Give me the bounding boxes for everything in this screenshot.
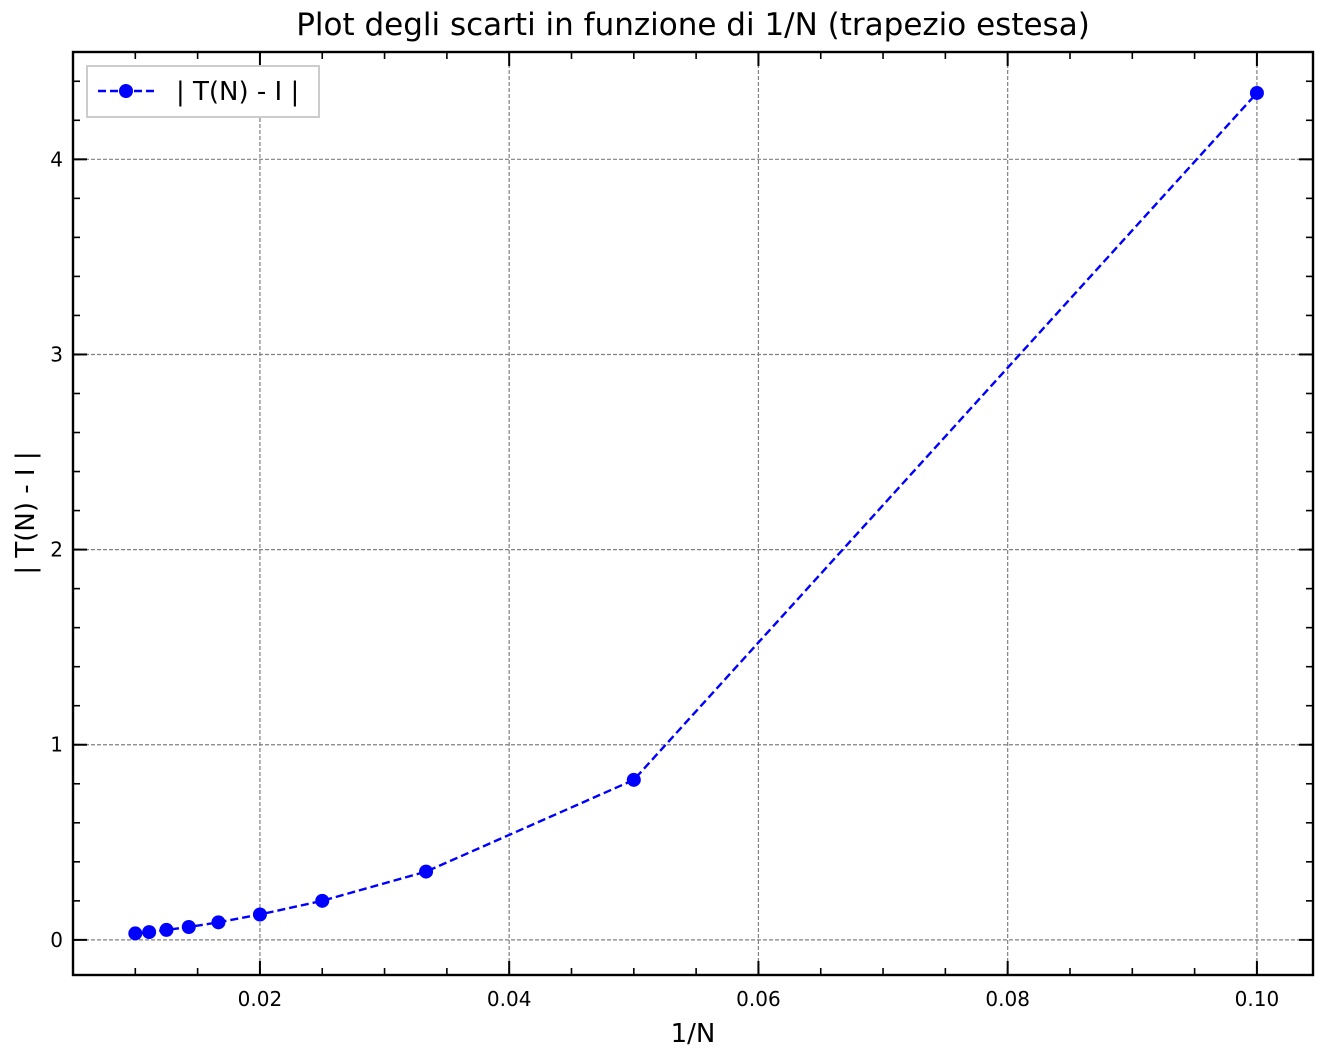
x-axis-label: 1/N (671, 1019, 716, 1049)
x-tick-label: 0.06 (736, 987, 781, 1011)
y-axis-label: | T(N) - I | (11, 451, 41, 574)
grid (73, 52, 1313, 975)
plot-frame (71, 50, 1315, 977)
y-tick-label: 0 (50, 928, 63, 952)
data-point (211, 915, 226, 930)
tick-labels-layer: 0.02 0.04 0.06 0.08 0.10 0 1 2 3 4 (50, 147, 1279, 1011)
x-tick-label: 0.10 (1235, 987, 1280, 1011)
y-tick-label: 1 (50, 733, 63, 757)
data-point (181, 919, 196, 934)
data-point (315, 893, 330, 908)
data-point (419, 864, 434, 879)
chart-title: Plot degli scarti in funzione di 1/N (tr… (296, 7, 1090, 43)
y-tick-label: 3 (50, 342, 63, 366)
y-tick-label: 2 (50, 538, 63, 562)
legend: | T(N) - I | (86, 65, 320, 118)
ticks-layer (72, 52, 1313, 975)
y-tick-label: 4 (50, 147, 63, 171)
data-point (252, 907, 267, 922)
series-layer (128, 85, 1264, 941)
x-tick-label: 0.02 (238, 987, 283, 1011)
x-tick-label: 0.04 (487, 987, 532, 1011)
series-line (135, 92, 1258, 935)
data-point (159, 922, 174, 937)
legend-marker-sample (119, 84, 133, 98)
data-point (128, 926, 143, 941)
data-point (1249, 85, 1264, 100)
data-point (626, 772, 641, 787)
data-point (142, 925, 157, 940)
legend-label: | T(N) - I | (176, 77, 299, 107)
x-tick-label: 0.08 (985, 987, 1030, 1011)
